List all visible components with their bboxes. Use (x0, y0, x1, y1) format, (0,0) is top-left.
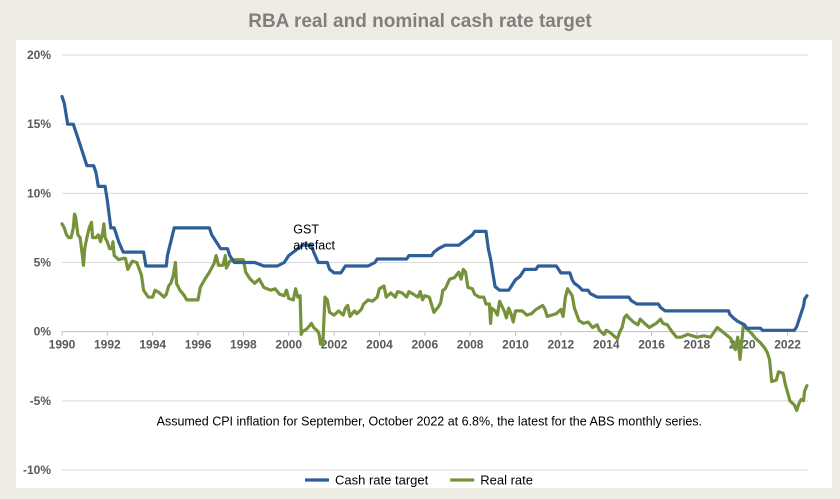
x-tick-label: 2016 (638, 338, 665, 352)
x-tick-label: 1998 (230, 338, 257, 352)
x-tick-label: 2014 (593, 338, 620, 352)
x-tick-label: 1990 (49, 338, 76, 352)
x-tick-label: 2000 (275, 338, 302, 352)
series-line-real-rate (60, 212, 809, 413)
series-lines (60, 94, 809, 413)
annotation-text: Assumed CPI inflation for September, Oct… (157, 415, 702, 429)
x-tick-label: 1992 (94, 338, 121, 352)
legend-label: Real rate (480, 473, 533, 488)
x-tick-label: 2022 (774, 338, 801, 352)
plot-background (16, 40, 832, 488)
x-axis: 1990 1992 1994 1996 1998 2000 2002 2004 2006 2008… (49, 331, 801, 352)
chart-title: RBA real and nominal cash rate target (248, 11, 592, 32)
grid (62, 54, 808, 471)
y-tick-label: 20% (27, 48, 51, 62)
y-tick-label: 10% (27, 186, 51, 200)
x-tick-label: 2012 (547, 338, 574, 352)
x-tick-label: 2004 (366, 338, 393, 352)
y-tick-label: 0% (34, 325, 52, 339)
annotations: GST artefact Assumed CPI inflation for Sep… (157, 222, 702, 428)
x-tick-label: 2010 (502, 338, 529, 352)
annotation-text: GST artefact (293, 222, 335, 252)
x-tick-label: 2002 (321, 338, 348, 352)
legend: Cash rate target Real rate (305, 473, 533, 488)
y-tick-label: 15% (27, 117, 51, 131)
x-tick-label: 2006 (411, 338, 438, 352)
x-tick-label: 2008 (457, 338, 484, 352)
y-tick-label: 5% (34, 256, 52, 270)
series-line-cash-rate-target (60, 94, 809, 332)
y-tick-label: -10% (23, 463, 51, 477)
y-axis: 20% 15% 10% 5% 0% -5% -10% (23, 48, 51, 477)
y-tick-label: -5% (30, 394, 52, 408)
x-tick-label: 1994 (139, 338, 166, 352)
legend-label: Cash rate target (335, 473, 429, 488)
x-tick-label: 1996 (185, 338, 212, 352)
x-tick-label: 2018 (684, 338, 711, 352)
